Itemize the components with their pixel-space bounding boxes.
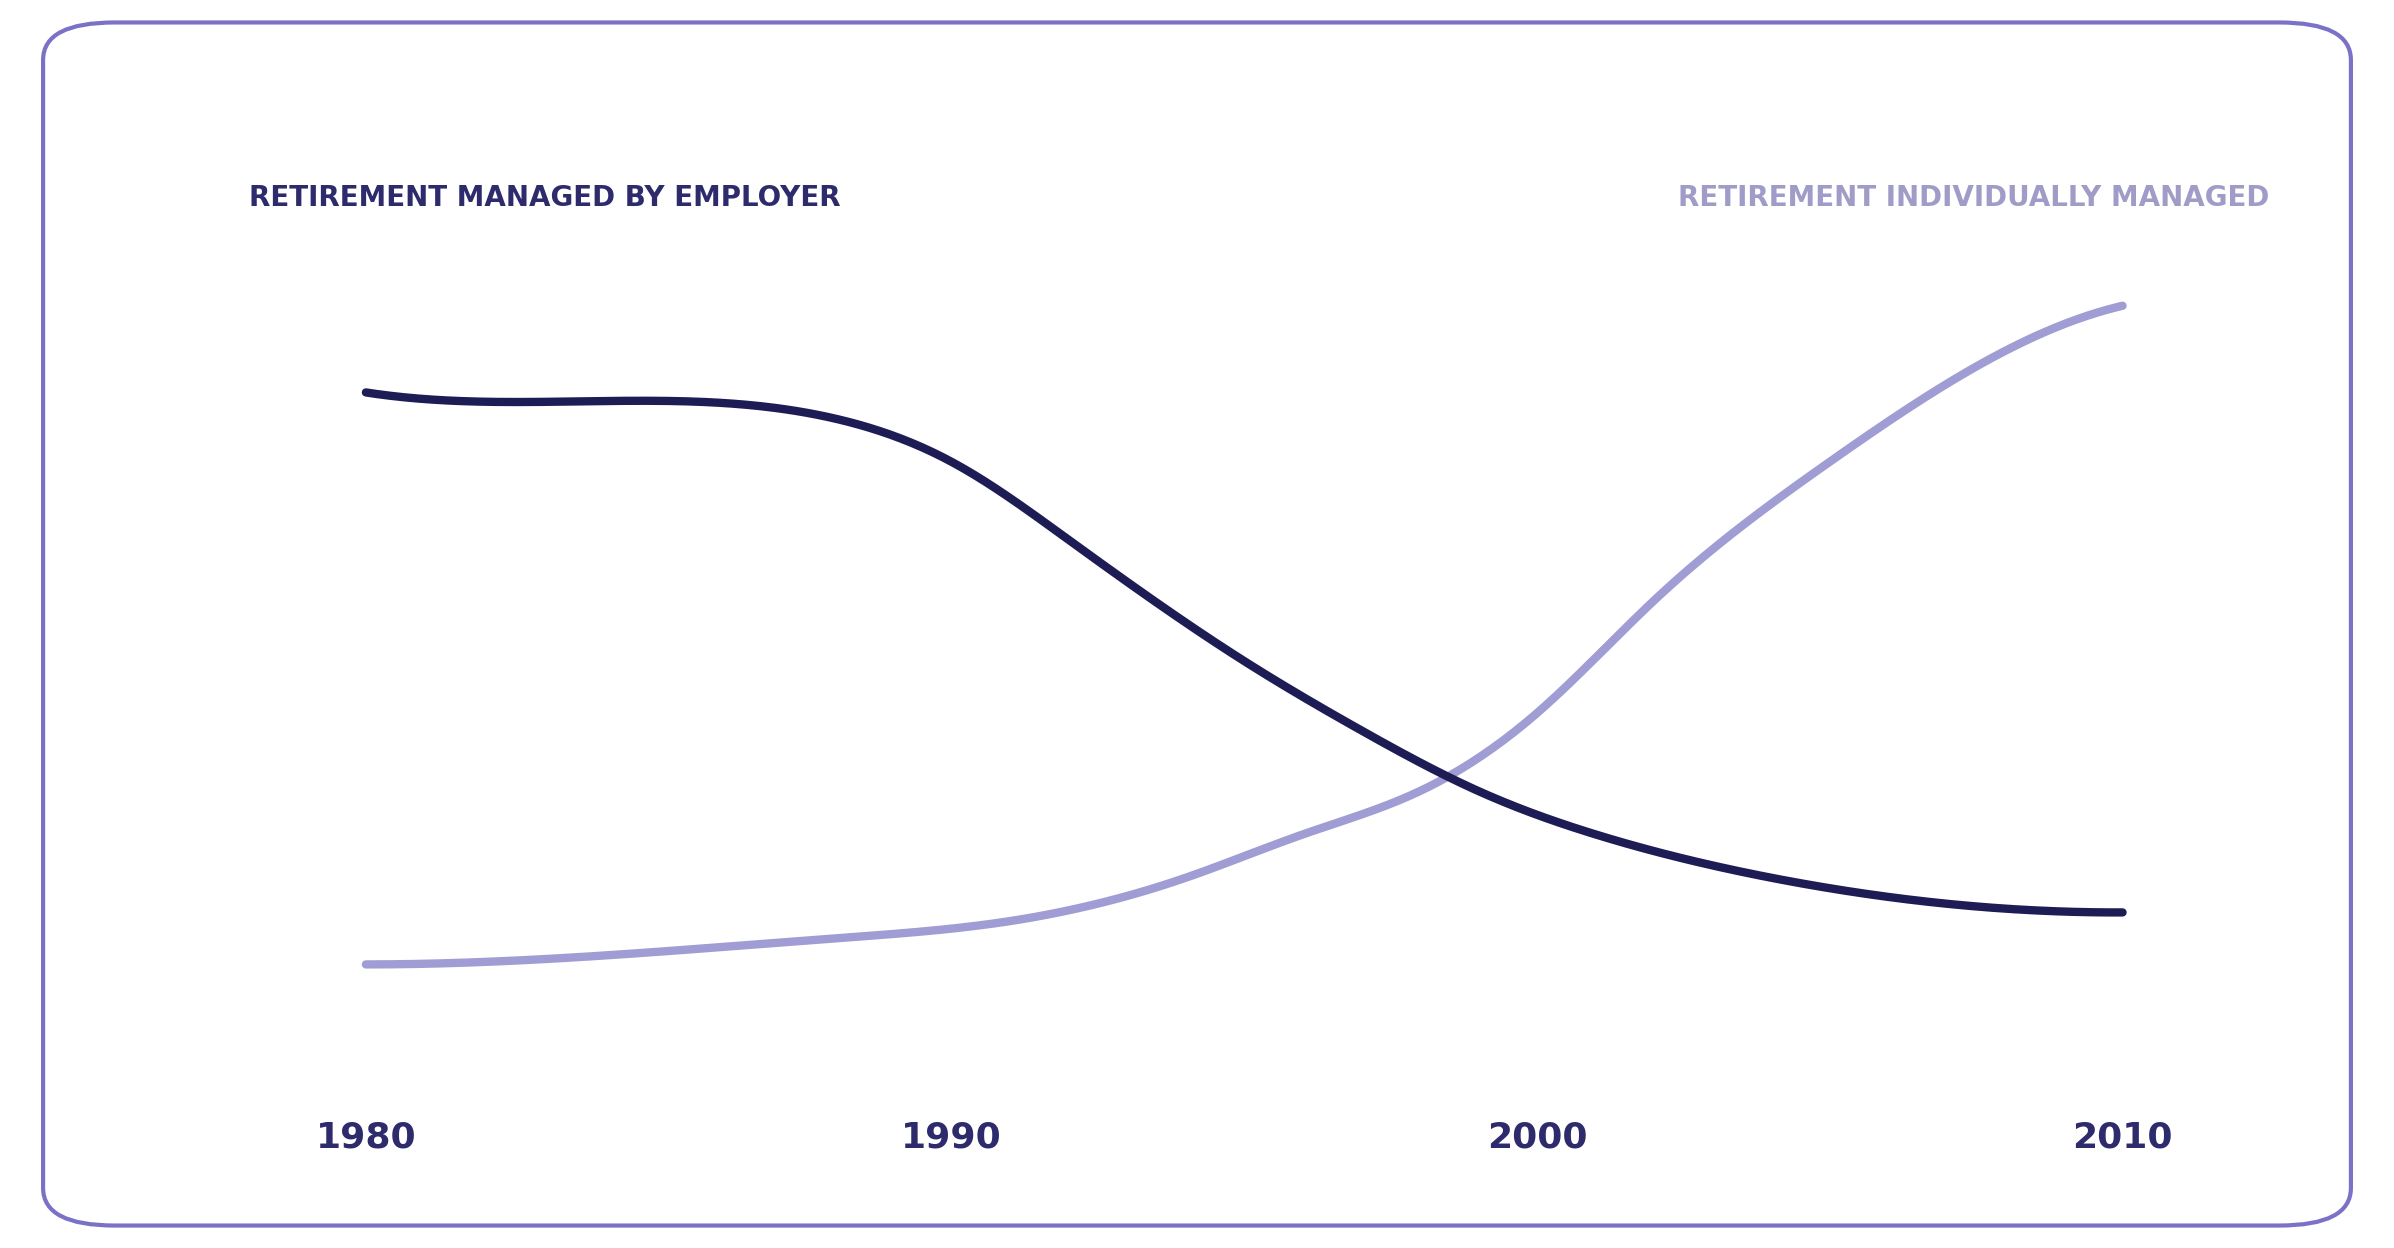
Text: RETIREMENT INDIVIDUALLY MANAGED: RETIREMENT INDIVIDUALLY MANAGED [1678,185,2270,212]
Text: RETIREMENT MANAGED BY EMPLOYER: RETIREMENT MANAGED BY EMPLOYER [249,185,840,212]
